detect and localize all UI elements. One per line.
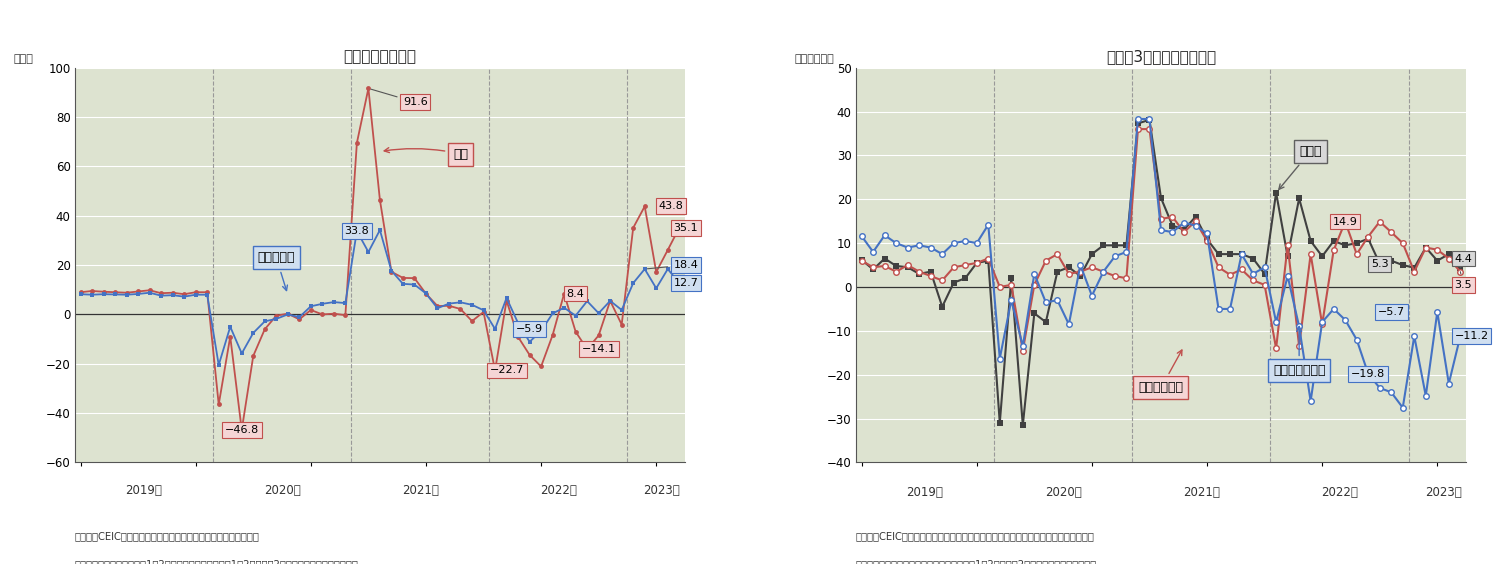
- Text: −19.8: −19.8: [1351, 369, 1385, 379]
- Text: 35.1: 35.1: [673, 223, 699, 233]
- Text: 小売売上高: 小売売上高: [257, 251, 295, 290]
- Text: 不動産開発投資: 不動産開発投資: [1273, 327, 1325, 377]
- Text: （資料）CEIC（出所は中国国家統計局）のデータを元に筆者作成: （資料）CEIC（出所は中国国家統計局）のデータを元に筆者作成: [75, 531, 260, 541]
- Title: 小売売上高の推移: 小売売上高の推移: [344, 49, 416, 64]
- Text: インフラ投資: インフラ投資: [1138, 350, 1183, 394]
- Text: 2021年: 2021年: [1183, 486, 1219, 499]
- Text: 2019年: 2019年: [907, 486, 944, 499]
- Text: 2023年: 2023年: [1424, 486, 1462, 499]
- Text: 2022年: 2022年: [540, 484, 577, 497]
- Text: −5.9: −5.9: [516, 324, 543, 334]
- Text: 2023年: 2023年: [643, 484, 681, 497]
- Text: −46.8: −46.8: [224, 425, 259, 435]
- Text: 91.6: 91.6: [371, 89, 428, 107]
- Text: −5.7: −5.7: [1378, 307, 1405, 317]
- Text: （注）累計で公表されるデータを元に推定、1・2月は共に2月時点累計（前年同期比）: （注）累計で公表されるデータを元に推定、1・2月は共に2月時点累計（前年同期比）: [856, 559, 1097, 564]
- Text: 14.9: 14.9: [1333, 217, 1358, 227]
- Title: 投資の3大セクターの推移: 投資の3大セクターの推移: [1106, 49, 1216, 64]
- Text: （資料）CEIC（出所は中国国家統計局）のデータを元に筆者が一部推定した上で作成: （資料）CEIC（出所は中国国家統計局）のデータを元に筆者が一部推定した上で作成: [856, 531, 1095, 541]
- Text: （注）前年同月比は、例年1・2月は春節でぶれるため、1・2月は共に2月時点累計（前年比）を表示: （注）前年同月比は、例年1・2月は春節でぶれるため、1・2月は共に2月時点累計（…: [75, 559, 359, 564]
- Text: 3.5: 3.5: [1454, 272, 1472, 290]
- Text: （前年比％）: （前年比％）: [794, 54, 835, 64]
- Text: 8.4: 8.4: [567, 289, 585, 299]
- Text: −14.1: −14.1: [582, 344, 616, 354]
- Text: 2020年: 2020年: [263, 484, 301, 497]
- Text: −22.7: −22.7: [489, 365, 524, 376]
- Text: 5.3: 5.3: [1370, 259, 1388, 269]
- Text: 2022年: 2022年: [1321, 486, 1358, 499]
- Text: 2020年: 2020年: [1044, 486, 1082, 499]
- Text: （％）: （％）: [13, 54, 33, 64]
- Text: −11.2: −11.2: [1454, 331, 1489, 341]
- Text: 製造業: 製造業: [1279, 144, 1322, 190]
- Text: 33.8: 33.8: [344, 226, 370, 236]
- Text: 2021年: 2021年: [402, 484, 438, 497]
- Text: 18.4: 18.4: [648, 260, 699, 270]
- Text: 12.7: 12.7: [673, 278, 699, 288]
- Text: 4.4: 4.4: [1454, 253, 1472, 268]
- Text: 飲食: 飲食: [384, 148, 468, 161]
- Text: 2019年: 2019年: [126, 484, 163, 497]
- Text: 43.8: 43.8: [658, 201, 684, 211]
